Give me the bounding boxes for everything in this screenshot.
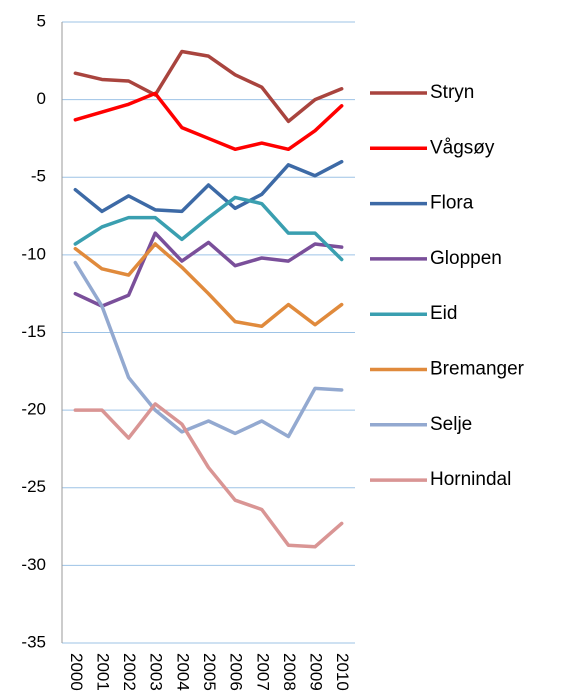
x-tick-label: 2003 (147, 653, 166, 691)
series-line (73, 159, 344, 214)
x-tick-label: 2006 (227, 653, 246, 691)
legend-label: Eid (430, 303, 457, 324)
y-tick-label: -20 (21, 400, 46, 419)
y-tick-label: -15 (21, 322, 46, 341)
x-tick-label: 2002 (120, 653, 139, 691)
legend-label: Bremanger (430, 359, 525, 380)
legend-label: Selje (430, 414, 472, 435)
y-tick-label: -10 (21, 244, 46, 263)
x-tick-label: 2008 (280, 653, 299, 691)
x-tick-label: 2001 (93, 653, 112, 691)
y-tick-label: -25 (21, 477, 46, 496)
series-line (73, 242, 344, 329)
series-line (73, 231, 344, 308)
legend-label: Hornindal (430, 469, 511, 490)
x-tick-label: 2010 (333, 653, 352, 691)
x-tick-label: 2005 (200, 653, 219, 691)
legend-label: Vågsøy (430, 137, 495, 158)
y-tick-label: 0 (37, 89, 46, 108)
x-tick-label: 2004 (173, 653, 192, 691)
series-line (73, 49, 344, 124)
x-tick-label: 2007 (253, 653, 272, 691)
series-line (73, 91, 344, 152)
y-tick-label: -5 (31, 167, 46, 186)
legend-label: Flora (430, 193, 474, 214)
series-line (73, 260, 344, 439)
series-line (73, 402, 344, 549)
legend-label: Stryn (430, 82, 474, 103)
y-tick-label: -35 (21, 632, 46, 651)
series-line (73, 195, 344, 262)
x-tick-label: 2009 (307, 653, 326, 691)
y-tick-label: 5 (37, 11, 46, 30)
legend-label: Gloppen (430, 248, 502, 269)
x-tick-label: 2000 (67, 653, 86, 691)
y-tick-label: -30 (21, 555, 46, 574)
